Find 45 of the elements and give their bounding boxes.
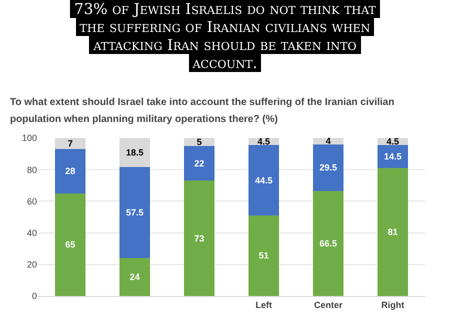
bar	[184, 180, 215, 296]
bar	[119, 167, 150, 258]
bar	[184, 146, 215, 181]
bar	[248, 215, 280, 296]
y-tick-label: 60	[26, 196, 37, 206]
x-tick-label: Left	[256, 300, 272, 310]
bar	[119, 258, 150, 296]
bar	[54, 138, 86, 150]
bar	[377, 145, 408, 168]
bar	[312, 144, 344, 191]
chart-subtitle: To what extent should Israel take into account the suffering of the Iranian civilian population when planning military operations there? (%)	[9, 96, 396, 127]
data-label: 22	[194, 158, 204, 168]
bar	[248, 145, 280, 216]
data-label: 18.5	[126, 148, 144, 158]
data-label: 14.5	[384, 152, 402, 162]
bar	[377, 168, 408, 296]
data-label: 66.5	[319, 238, 338, 248]
data-label: 4.5	[257, 136, 270, 147]
bar	[54, 193, 86, 296]
bar	[312, 190, 344, 296]
bar	[312, 138, 344, 144]
data-label: 44.5	[254, 175, 273, 186]
data-label: 81	[388, 227, 398, 238]
data-label: 29.5	[319, 162, 338, 173]
y-tick-label: 100	[22, 133, 37, 144]
bar	[119, 138, 150, 168]
data-label: 7	[68, 138, 73, 149]
data-label: 4.5	[386, 136, 400, 147]
data-label: 65	[65, 240, 76, 250]
y-tick-label: 80	[26, 164, 37, 175]
data-label: 57.5	[126, 208, 144, 218]
chart-title: 73% of Jewish Israelis do not think that the suffering of Iranian civilians when attacking Iran should be taken into account.	[70, 0, 380, 72]
bar	[184, 138, 215, 146]
y-tick-label: 20	[26, 260, 37, 270]
data-label: 73	[194, 233, 204, 244]
y-tick-label: 40	[26, 228, 37, 238]
data-label: 28	[65, 166, 76, 176]
data-label: 51	[258, 250, 269, 261]
y-tick-label: 0	[32, 291, 37, 302]
x-tick-label: Center	[314, 300, 343, 310]
x-tick-label: Right	[381, 300, 404, 310]
data-label: 4	[326, 136, 331, 146]
data-label: 24	[130, 272, 140, 282]
data-label: 5	[196, 136, 202, 147]
bar	[54, 149, 86, 194]
